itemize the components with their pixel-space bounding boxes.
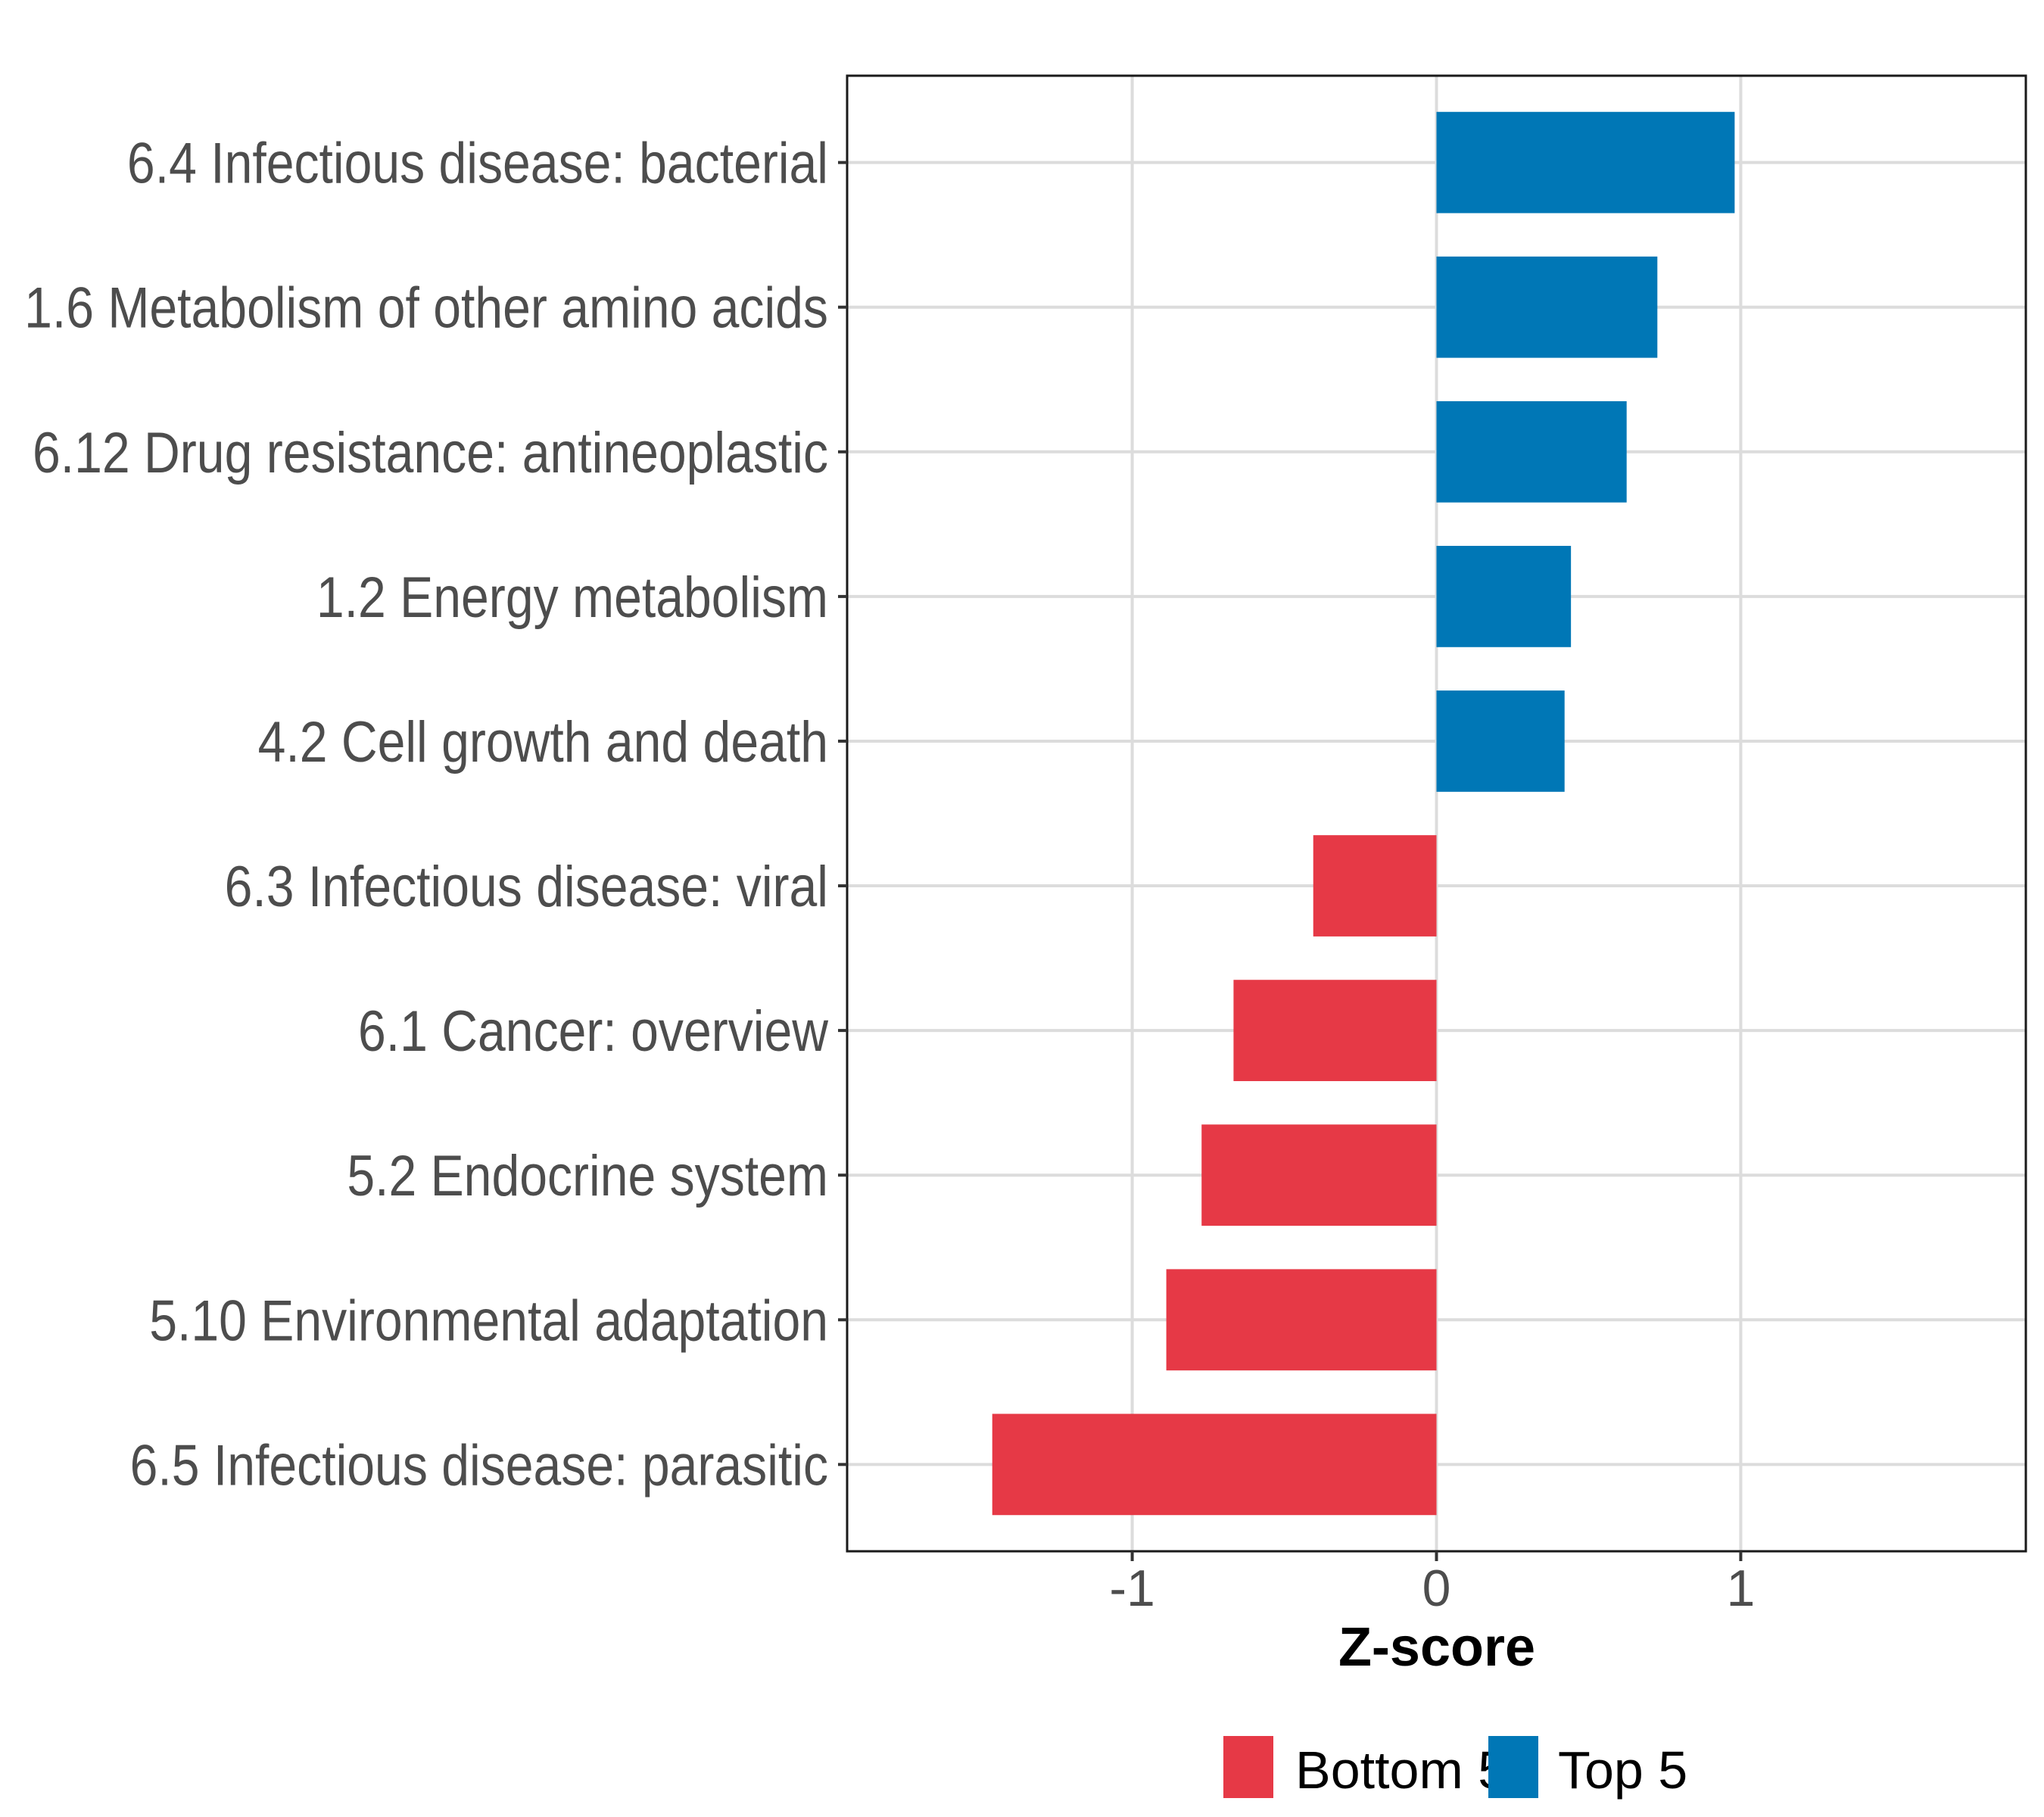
legend-label-bottom-5: Bottom 5 — [1295, 1741, 1507, 1800]
y-tick-label: 1.6 Metabolism of other amino acids — [24, 277, 828, 341]
y-tick-label: 5.2 Endocrine system — [347, 1145, 828, 1208]
y-tick-label: 1.2 Energy metabolism — [316, 566, 828, 630]
plot-panel — [846, 74, 2027, 1553]
bar-1-6-metabolism-of-other-amino-acids — [1436, 256, 1658, 358]
y-tick-label: 4.2 Cell growth and death — [258, 711, 828, 774]
y-tick-label: 6.4 Infectious disease: bacterial — [127, 132, 828, 195]
x-tick-label: 1 — [1726, 1560, 1755, 1617]
legend-key-bottom-5 — [1223, 1736, 1273, 1798]
bar-6-5-infectious-disease-parasitic — [992, 1413, 1437, 1516]
y-tick-label: 5.10 Environmental adaptation — [149, 1289, 828, 1353]
bar-5-2-endocrine-system — [1201, 1124, 1437, 1226]
y-tick-label: 6.3 Infectious disease: viral — [225, 856, 828, 919]
y-tick-label: 6.12 Drug resistance: antineoplastic — [33, 422, 828, 485]
legend-key-top-5 — [1488, 1736, 1538, 1798]
bar-6-4-infectious-disease-bacterial — [1436, 111, 1735, 213]
bar-4-2-cell-growth-and-death — [1436, 690, 1565, 792]
y-tick-label: 6.5 Infectious disease: parasitic — [130, 1434, 828, 1498]
bar-6-1-cancer-overview — [1233, 980, 1437, 1081]
bar-6-12-drug-resistance-antineoplastic — [1436, 400, 1627, 503]
y-tick-label: 6.1 Cancer: overview — [358, 1000, 828, 1064]
y-axis: 6.4 Infectious disease: bacterial 1.6 Met… — [24, 132, 847, 1498]
legend-label-top-5: Top 5 — [1558, 1741, 1687, 1800]
x-tick-label: -1 — [1109, 1560, 1154, 1617]
x-tick-label: 0 — [1422, 1560, 1451, 1617]
bars — [992, 111, 1735, 1516]
x-axis: -1 0 1 — [1109, 1551, 1755, 1617]
legend: Bottom 5 Top 5 — [1223, 1736, 1687, 1800]
bar-6-3-infectious-disease-viral — [1313, 835, 1437, 937]
x-axis-title: Z-score — [1338, 1617, 1535, 1678]
bar-1-2-energy-metabolism — [1436, 546, 1572, 647]
bar-5-10-environmental-adaptation — [1166, 1269, 1437, 1371]
